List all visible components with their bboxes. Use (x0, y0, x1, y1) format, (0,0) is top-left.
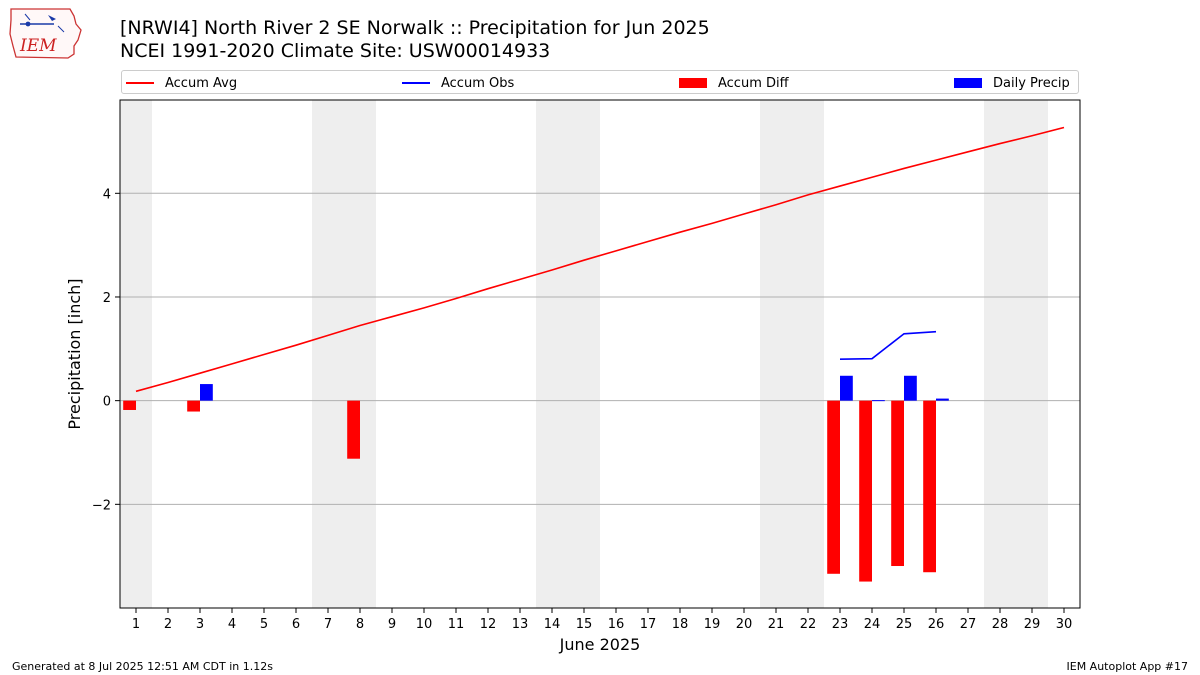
x-tick-label-12: 12 (480, 617, 497, 632)
x-tick-label-4: 4 (228, 617, 236, 632)
legend-label-daily-precip: Daily Precip (993, 75, 1070, 91)
weekend-shade-3 (760, 100, 824, 608)
legend-swatch-daily-precip (954, 78, 982, 88)
x-tick-label-15: 15 (576, 617, 593, 632)
accum-diff-bar-day-3 (187, 400, 200, 412)
y-tick-label-0: −2 (92, 498, 111, 513)
x-tick-label-22: 22 (800, 617, 817, 632)
y-tick-label-1: 0 (103, 395, 111, 410)
chart-title: [NRWI4] North River 2 SE Norwalk :: Prec… (120, 17, 710, 39)
legend-label-accum-avg: Accum Avg (165, 75, 238, 91)
x-tick-label-19: 19 (704, 617, 721, 632)
accum-diff-bar-day-1 (123, 400, 136, 410)
accum-diff-bar-day-24 (859, 400, 872, 582)
x-tick-label-30: 30 (1056, 617, 1073, 632)
x-tick-label-8: 8 (356, 617, 364, 632)
x-tick-label-20: 20 (736, 617, 753, 632)
legend-label-accum-obs: Accum Obs (441, 75, 515, 91)
x-tick-label-3: 3 (196, 617, 204, 632)
x-tick-label-24: 24 (864, 617, 881, 632)
x-tick-label-28: 28 (992, 617, 1009, 632)
y-tick-label-3: 4 (103, 187, 111, 202)
x-tick-label-17: 17 (640, 617, 657, 632)
y-axis-label: Precipitation [inch] (65, 278, 84, 429)
accum-diff-bar-day-23 (827, 400, 840, 574)
x-tick-label-21: 21 (768, 617, 785, 632)
plot-frame (119, 99, 1081, 609)
legend-label-accum-diff: Accum Diff (718, 75, 789, 91)
x-tick-label-7: 7 (324, 617, 332, 632)
y-tick-label-2: 2 (103, 291, 111, 306)
x-tick-label-26: 26 (928, 617, 945, 632)
accum-diff-bar-day-8 (347, 400, 360, 459)
weekend-shade-0 (120, 100, 152, 608)
x-tick-label-13: 13 (512, 617, 529, 632)
x-axis-label: June 2025 (559, 635, 641, 654)
x-tick-label-1: 1 (132, 617, 140, 632)
accum-avg-line (135, 126, 1065, 393)
x-tick-label-5: 5 (260, 617, 268, 632)
legend-item-accum-avg: Accum Avg (126, 74, 237, 92)
autoplot-app-label: IEM Autoplot App #17 (1066, 660, 1189, 673)
generated-timestamp: Generated at 8 Jul 2025 12:51 AM CDT in … (12, 660, 273, 673)
daily-precip-bar-day-26 (936, 398, 949, 401)
x-tick-label-2: 2 (164, 617, 172, 632)
legend-item-accum-diff: Accum Diff (679, 74, 789, 92)
accum-obs-line (839, 330, 937, 360)
x-tick-label-11: 11 (448, 617, 465, 632)
x-tick-label-18: 18 (672, 617, 689, 632)
daily-precip-bar-day-24 (872, 400, 885, 402)
daily-precip-bar-day-3 (200, 384, 213, 401)
iem-logo: IEM (8, 6, 82, 60)
legend-item-accum-obs: Accum Obs (402, 74, 514, 92)
x-tick-label-27: 27 (960, 617, 977, 632)
legend-swatch-accum-obs (402, 82, 430, 84)
weekend-shade-4 (984, 100, 1048, 608)
weekend-shade-1 (312, 100, 376, 608)
legend-item-daily-precip: Daily Precip (954, 74, 1070, 92)
chart-subtitle: NCEI 1991-2020 Climate Site: USW00014933 (120, 40, 551, 62)
logo-text: IEM (19, 36, 57, 56)
legend-swatch-accum-avg (126, 82, 154, 84)
x-tick-label-16: 16 (608, 617, 625, 632)
x-tick-label-23: 23 (832, 617, 849, 632)
legend: Accum Avg Accum Obs Accum Diff Daily Pre… (121, 70, 1079, 94)
accum-diff-bar-day-25 (891, 400, 904, 567)
x-tick-label-9: 9 (388, 617, 396, 632)
daily-precip-bar-day-23 (840, 375, 853, 401)
legend-swatch-accum-diff (679, 78, 707, 88)
x-tick-label-14: 14 (544, 617, 561, 632)
x-tick-label-10: 10 (416, 617, 433, 632)
x-tick-label-6: 6 (292, 617, 300, 632)
x-tick-label-29: 29 (1024, 617, 1041, 632)
daily-precip-bar-day-25 (904, 375, 917, 401)
x-tick-label-25: 25 (896, 617, 913, 632)
weekend-shade-2 (536, 100, 600, 608)
accum-diff-bar-day-26 (923, 400, 936, 573)
